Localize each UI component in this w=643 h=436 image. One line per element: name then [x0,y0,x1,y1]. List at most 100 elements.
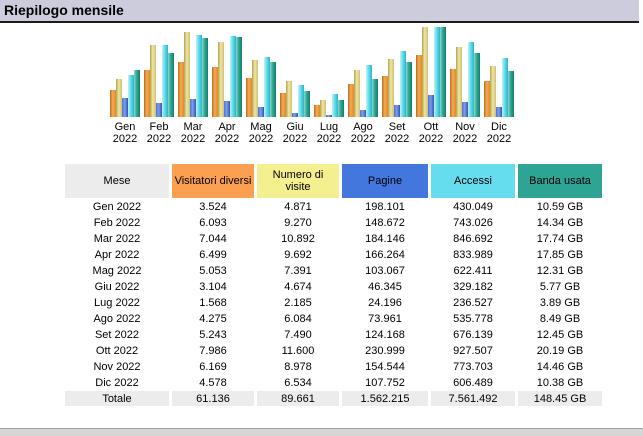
chart-bar-visitatori-diversi-ott-2022 [416,55,422,117]
table-cell: 3.89 GB [539,296,581,309]
table-cell: 2.185 [284,296,312,309]
chart-bar-accessi-apr-2022 [230,36,236,117]
chart-bar-accessi-lug-2022 [332,94,338,117]
bar-group-ago-2022 [348,65,378,117]
table-cell: 1.568 [199,296,227,309]
table-cell: 166.264 [365,248,405,261]
table-cell: 10.892 [281,232,315,245]
chart-bar-pagine-ott-2022 [428,95,434,117]
row-label: Mag 2022 [92,264,142,277]
chart-bar-pagine-mar-2022 [190,99,196,117]
chart-bar-numero-di-visite-feb-2022 [150,45,156,117]
column-header-pagine: Pagine [342,164,428,198]
chart-bar-numero-di-visite-gen-2022 [116,79,122,117]
table-cell: 1.562.215 [342,391,428,406]
month-label-mag-2022: Mag 2022 [248,121,274,145]
chart-bar-pagine-nov-2022 [462,102,468,117]
bar-group-nov-2022 [450,42,480,117]
bar-group-feb-2022 [144,45,174,117]
table-cell: 124.168 [365,328,405,341]
bar-group-apr-2022 [212,36,242,117]
table-cell: 4.674 [284,280,312,293]
table-cell: 103.067 [365,264,405,277]
month-label-mar-2022: Mar 2022 [180,121,206,145]
table-cell: 73.961 [368,312,402,325]
chart-bar-numero-di-visite-lug-2022 [320,100,326,117]
row-label: Ago 2022 [93,312,141,325]
chart-bar-pagine-dic-2022 [496,107,502,117]
bar-group-mar-2022 [178,32,208,117]
table-cell: 14.46 GB [536,360,584,373]
table-row-giu-2022: Giu 2022 3.104 4.674 46.345 329.182 5.77 GB [65,279,602,294]
table-cell: 329.182 [453,280,493,293]
table-cell: 773.703 [453,360,493,373]
table-cell: 606.489 [453,376,493,389]
month-label-ott-2022: Ott 2022 [418,121,444,145]
chart-bar-pagine-set-2022 [394,105,400,117]
table-row-lug-2022: Lug 2022 1.568 2.185 24.196 236.527 3.89 GB [65,295,602,310]
table-row-gen-2022: Gen 2022 3.524 4.871 198.101 430.049 10.59 GB [65,199,602,214]
month-label-lug-2022: Lug 2022 [316,121,342,145]
column-header-visitatori-diversi: Visitatori diversi [172,164,254,198]
month-label-feb-2022: Feb 2022 [146,121,172,145]
column-header-banda-usata: Banda usata [518,164,602,198]
table-cell: 154.544 [365,360,405,373]
table-cell: 9.270 [284,216,312,229]
chart-bar-banda-usata-gb-feb-2022 [168,53,174,117]
bar-group-dic-2022 [484,58,514,117]
chart-bar-numero-di-visite-giu-2022 [286,81,292,117]
chart-bar-visitatori-diversi-gen-2022 [110,90,116,117]
bar-group-gen-2022 [110,70,140,117]
table-cell: 10.38 GB [536,376,584,389]
table-cell: 8.49 GB [539,312,581,325]
chart-bar-numero-di-visite-dic-2022 [490,66,496,117]
table-cell: 14.34 GB [536,216,584,229]
table-cell: 5.053 [199,264,227,277]
table-cell: 6.499 [199,248,227,261]
table-cell: 7.561.492 [431,391,515,406]
chart-month-labels: Gen 2022 Feb 2022 Mar 2022 Apr 2022 Mag 2022 Giu 20… [110,121,514,145]
table-cell: 12.31 GB [536,264,584,277]
table-cell: 6.093 [199,216,227,229]
total-row: Totale 61.136 89.661 1.562.215 7.561.492 148.… [65,391,602,406]
chart-bar-visitatori-diversi-apr-2022 [212,67,218,117]
table-cell: 198.101 [365,200,405,213]
table-row-set-2022: Set 2022 5.243 7.490 124.168 676.139 12.45 GB [65,327,602,342]
row-label: Dic 2022 [95,376,139,389]
chart-bar-banda-usata-gb-set-2022 [406,62,412,117]
chart-bar-pagine-giu-2022 [292,113,298,117]
bar-group-set-2022 [382,51,412,117]
chart-bar-accessi-ott-2022 [434,27,440,117]
table-cell: 9.692 [284,248,312,261]
chart-bar-banda-usata-gb-mar-2022 [202,38,208,117]
table-cell: 61.136 [172,391,254,406]
chart-bar-accessi-giu-2022 [298,85,304,117]
chart-bar-banda-usata-gb-gen-2022 [134,70,140,117]
chart-bar-visitatori-diversi-dic-2022 [484,81,490,117]
chart-bar-banda-usata-gb-nov-2022 [474,53,480,117]
table-cell: 10.59 GB [536,200,584,213]
chart-bar-banda-usata-gb-apr-2022 [236,37,242,117]
chart-bar-banda-usata-gb-giu-2022 [304,91,310,117]
chart-bar-visitatori-diversi-giu-2022 [280,93,286,117]
chart-bar-accessi-set-2022 [400,51,406,117]
table-cell: 535.778 [453,312,493,325]
table-cell: 5.77 GB [539,280,581,293]
chart-bar-visitatori-diversi-set-2022 [382,76,388,117]
chart-bar-pagine-feb-2022 [156,103,162,117]
chart-bar-visitatori-diversi-lug-2022 [314,105,320,117]
table-cell: 236.527 [453,296,493,309]
month-label-apr-2022: Apr 2022 [214,121,240,145]
table-cell: 743.026 [453,216,493,229]
table-cell: 6.169 [199,360,227,373]
bar-group-mag-2022 [246,57,276,117]
table-cell: 4.578 [199,376,227,389]
frame-bottom-edge [0,428,643,436]
table-cell: 17.74 GB [536,232,584,245]
chart-bar-accessi-ago-2022 [366,65,372,117]
monthly-summary-table: Mese Visitatori diversi Numero di visite Pa… [62,163,605,407]
table-row-mag-2022: Mag 2022 5.053 7.391 103.067 622.411 12.31 GB [65,263,602,278]
chart-bar-visitatori-diversi-ago-2022 [348,84,354,117]
month-label-gen-2022: Gen 2022 [112,121,138,145]
